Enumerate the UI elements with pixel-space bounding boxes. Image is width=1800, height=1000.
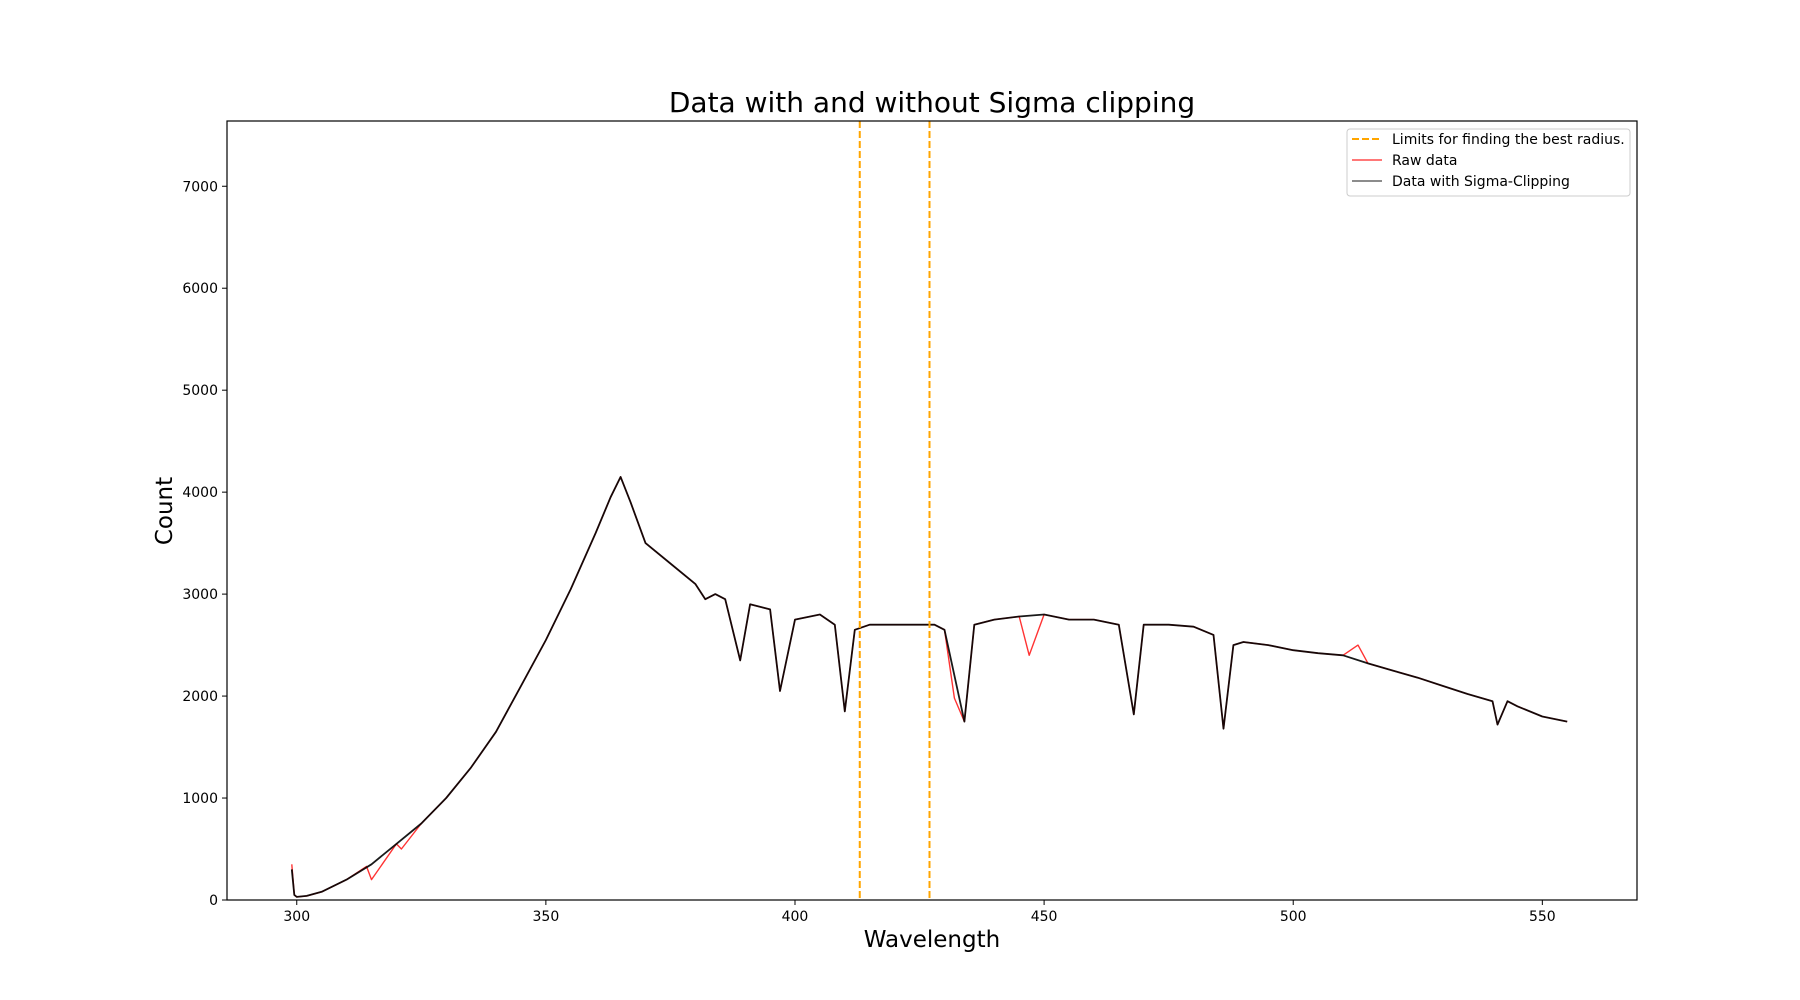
y-tick-label: 3000 bbox=[182, 587, 218, 603]
y-tick-label: 4000 bbox=[182, 485, 218, 501]
y-tick-label: 6000 bbox=[182, 281, 218, 297]
x-tick-label: 300 bbox=[283, 909, 310, 925]
x-tick-label: 350 bbox=[533, 909, 560, 925]
y-tick-label: 2000 bbox=[182, 689, 218, 705]
y-tick-label: 1000 bbox=[182, 791, 218, 807]
plot-frame bbox=[226, 120, 1638, 901]
legend-entry-limits: Limits for finding the best radius. bbox=[1392, 132, 1625, 148]
x-tick-label: 550 bbox=[1529, 909, 1556, 925]
legend-frame bbox=[1346, 128, 1631, 197]
x-tick-label: 400 bbox=[782, 909, 809, 925]
chart-title: Data with and without Sigma clipping bbox=[669, 86, 1195, 119]
x-axis-label: Wavelength bbox=[864, 927, 1000, 953]
legend-entry-clipped: Data with Sigma-Clipping bbox=[1392, 174, 1570, 190]
legend: Limits for finding the best radius. Raw … bbox=[1346, 128, 1631, 197]
y-tick-label: 5000 bbox=[182, 383, 218, 399]
y-tick-label: 0 bbox=[209, 893, 218, 909]
legend-entry-raw: Raw data bbox=[1392, 153, 1457, 169]
y-axis-label: Count bbox=[152, 477, 178, 545]
x-tick-label: 500 bbox=[1280, 909, 1307, 925]
y-tick-label: 7000 bbox=[182, 179, 218, 195]
plot-area bbox=[290, 121, 1568, 900]
x-tick-label: 450 bbox=[1031, 909, 1058, 925]
x-axis: 300 350 400 450 500 550 bbox=[283, 900, 1556, 925]
series-line-1 bbox=[290, 475, 1568, 898]
y-axis: 0 1000 2000 3000 4000 5000 6000 7000 bbox=[182, 179, 227, 909]
